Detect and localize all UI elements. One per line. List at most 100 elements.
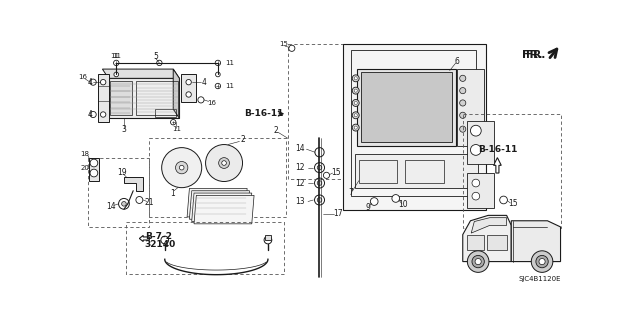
Text: 4: 4 bbox=[88, 78, 93, 87]
Polygon shape bbox=[140, 235, 149, 241]
Circle shape bbox=[317, 181, 322, 185]
Text: 4: 4 bbox=[202, 78, 207, 87]
Bar bbox=[405, 160, 444, 183]
Text: 11: 11 bbox=[172, 126, 181, 132]
Polygon shape bbox=[187, 189, 247, 217]
Text: 2: 2 bbox=[273, 126, 278, 135]
Circle shape bbox=[157, 60, 162, 66]
Circle shape bbox=[205, 145, 243, 182]
Text: 21: 21 bbox=[145, 198, 154, 207]
Bar bbox=[351, 50, 476, 196]
Circle shape bbox=[179, 165, 184, 170]
Text: 14: 14 bbox=[106, 202, 116, 211]
Bar bbox=[355, 154, 478, 189]
Text: 13: 13 bbox=[295, 197, 305, 206]
Circle shape bbox=[317, 165, 322, 170]
Text: 11: 11 bbox=[225, 60, 234, 66]
Text: 16: 16 bbox=[78, 74, 87, 80]
Text: B-16-11: B-16-11 bbox=[244, 109, 284, 118]
Circle shape bbox=[392, 195, 399, 202]
Circle shape bbox=[221, 161, 227, 165]
Circle shape bbox=[470, 125, 481, 136]
Bar bbox=[88, 158, 149, 227]
Polygon shape bbox=[181, 74, 196, 102]
Polygon shape bbox=[173, 69, 179, 118]
Text: 9: 9 bbox=[365, 203, 371, 212]
Circle shape bbox=[113, 60, 119, 66]
Circle shape bbox=[198, 97, 204, 103]
Text: B-7-2: B-7-2 bbox=[145, 233, 172, 241]
Text: 12: 12 bbox=[296, 163, 305, 172]
Text: 32140: 32140 bbox=[145, 240, 176, 249]
Circle shape bbox=[175, 161, 188, 174]
Circle shape bbox=[472, 192, 480, 200]
Circle shape bbox=[219, 158, 230, 168]
Circle shape bbox=[314, 163, 324, 173]
Bar bbox=[126, 221, 284, 274]
Circle shape bbox=[475, 258, 481, 265]
Circle shape bbox=[170, 120, 176, 125]
Text: 17: 17 bbox=[333, 209, 343, 218]
Text: FR.: FR. bbox=[522, 50, 543, 60]
Text: 6: 6 bbox=[455, 57, 460, 66]
Text: 12: 12 bbox=[296, 179, 305, 188]
Text: 15: 15 bbox=[508, 199, 518, 208]
Circle shape bbox=[470, 145, 481, 155]
Polygon shape bbox=[189, 191, 250, 219]
Circle shape bbox=[314, 178, 324, 188]
Circle shape bbox=[539, 258, 545, 265]
Circle shape bbox=[460, 112, 466, 118]
Text: 4: 4 bbox=[88, 110, 93, 119]
Text: 2: 2 bbox=[241, 136, 246, 145]
Text: 15: 15 bbox=[280, 41, 289, 48]
Bar bbox=[155, 109, 176, 117]
Circle shape bbox=[352, 112, 359, 119]
Circle shape bbox=[323, 172, 330, 178]
Circle shape bbox=[500, 196, 508, 204]
Polygon shape bbox=[102, 69, 179, 78]
Circle shape bbox=[118, 198, 129, 209]
Polygon shape bbox=[194, 195, 254, 224]
Bar bbox=[467, 235, 484, 250]
Circle shape bbox=[352, 87, 359, 94]
Circle shape bbox=[90, 169, 98, 177]
Bar bbox=[357, 69, 456, 146]
Circle shape bbox=[460, 87, 466, 94]
Text: 7: 7 bbox=[349, 188, 353, 197]
Text: 11: 11 bbox=[110, 53, 119, 59]
Bar bbox=[458, 69, 484, 146]
Text: B-16-11: B-16-11 bbox=[477, 145, 517, 154]
Text: 16: 16 bbox=[207, 100, 216, 106]
Circle shape bbox=[354, 77, 357, 80]
Circle shape bbox=[162, 148, 202, 188]
Circle shape bbox=[371, 198, 378, 205]
Polygon shape bbox=[98, 74, 109, 122]
Circle shape bbox=[215, 60, 221, 66]
Circle shape bbox=[315, 148, 324, 157]
Text: 3: 3 bbox=[122, 125, 126, 134]
Bar bbox=[359, 160, 397, 183]
Circle shape bbox=[317, 198, 322, 202]
Polygon shape bbox=[124, 177, 143, 191]
Polygon shape bbox=[192, 193, 252, 221]
Circle shape bbox=[354, 126, 357, 129]
Circle shape bbox=[161, 236, 168, 244]
Bar bbox=[467, 122, 493, 164]
Circle shape bbox=[531, 251, 553, 272]
Circle shape bbox=[352, 100, 359, 107]
Circle shape bbox=[352, 75, 359, 82]
Circle shape bbox=[289, 45, 295, 51]
Bar bbox=[149, 138, 287, 217]
Circle shape bbox=[460, 75, 466, 81]
Circle shape bbox=[354, 89, 357, 92]
Bar bbox=[463, 114, 561, 228]
Polygon shape bbox=[511, 221, 561, 262]
Text: 11: 11 bbox=[112, 53, 121, 59]
Text: SJC4B1120E: SJC4B1120E bbox=[519, 276, 561, 282]
Polygon shape bbox=[463, 215, 511, 262]
Circle shape bbox=[264, 236, 272, 244]
Circle shape bbox=[354, 101, 357, 105]
Bar bbox=[344, 44, 486, 210]
Text: 10: 10 bbox=[399, 200, 408, 209]
Circle shape bbox=[100, 79, 106, 85]
